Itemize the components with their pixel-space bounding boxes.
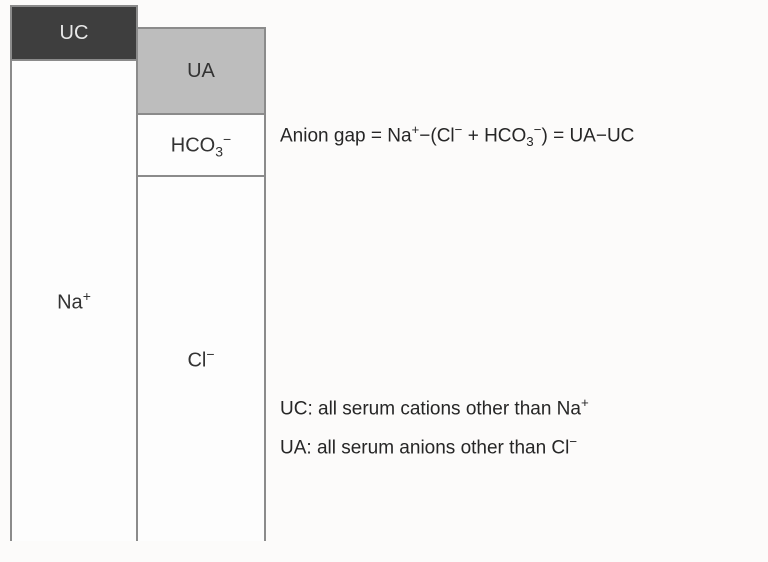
cations-column: UC Na+: [10, 5, 138, 541]
hco3-segment: HCO3−: [138, 115, 264, 177]
cl-label: Cl−: [187, 346, 214, 373]
ua-segment: UA: [138, 29, 264, 115]
ua-definition: UA: all serum anions other than Cl−: [280, 434, 589, 459]
anions-column: UA HCO3− Cl−: [138, 27, 266, 541]
uc-segment: UC: [12, 7, 136, 61]
na-segment: Na+: [12, 61, 136, 541]
hco3-label: HCO3−: [171, 131, 231, 160]
cl-segment: Cl−: [138, 177, 264, 541]
anion-gap-formula: Anion gap = Na+−(Cl− + HCO3−) = UA−UC: [280, 122, 634, 149]
na-label: Na+: [57, 288, 91, 315]
ua-label: UA: [187, 60, 215, 83]
uc-label: UC: [60, 22, 89, 45]
uc-definition: UC: all serum cations other than Na+: [280, 395, 589, 420]
definitions: UC: all serum cations other than Na+ UA:…: [280, 395, 589, 474]
